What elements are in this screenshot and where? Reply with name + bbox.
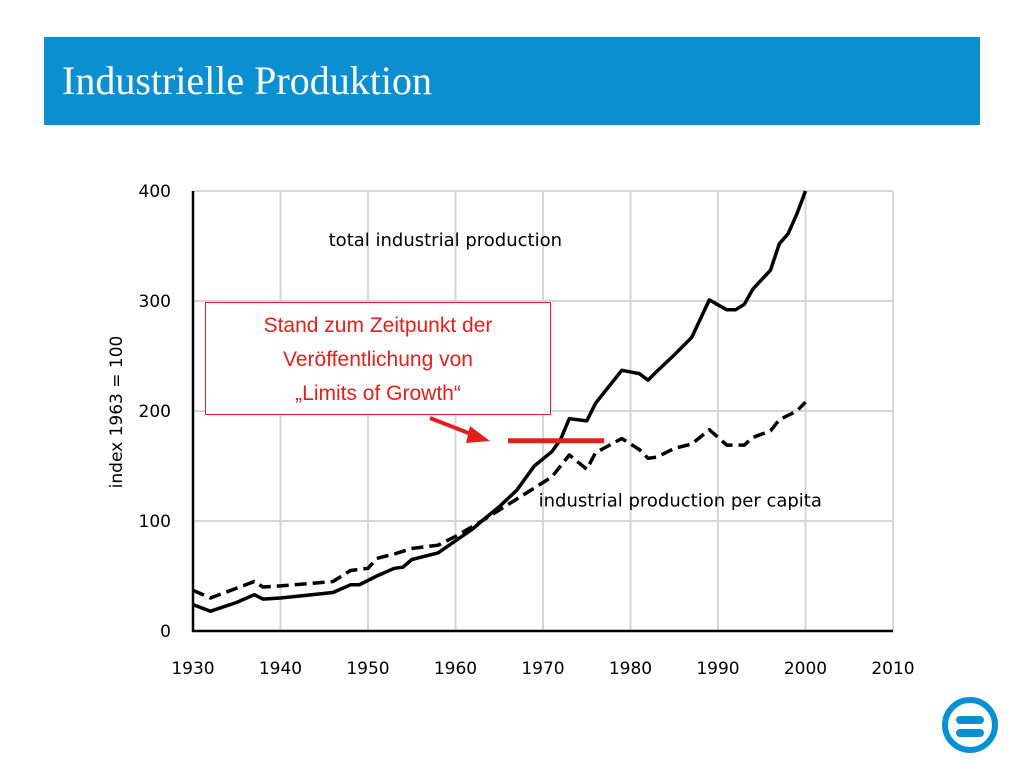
callout-arrow-head xyxy=(466,426,490,443)
x-tick-label-1970: 1970 xyxy=(521,659,564,679)
chart-ticks: 1930 1940 1950 1960 1970 1980 1990 2000 2010 0 100… xyxy=(139,182,915,679)
y-tick-label-100: 100 xyxy=(139,512,171,532)
logo-bar-top xyxy=(956,716,984,724)
series-line-1 xyxy=(192,190,808,613)
y-tick-label-0: 0 xyxy=(160,622,171,642)
y-tick-label-200: 200 xyxy=(139,402,171,422)
equals-circle-icon xyxy=(942,697,998,753)
header-bar: Industrielle Produktion xyxy=(44,37,980,125)
page-title: Industrielle Produktion xyxy=(62,58,432,103)
x-tick-label-2010: 2010 xyxy=(871,659,914,679)
series-label-1: total industrial production xyxy=(329,230,562,251)
y-axis-label: index 1963 = 100 xyxy=(107,336,127,489)
series-line-2 xyxy=(192,400,807,600)
callout-line-1: Stand zum Zeitpunkt der xyxy=(263,314,493,337)
x-tick-label-1940: 1940 xyxy=(259,659,302,679)
y-tick-label-300: 300 xyxy=(139,292,171,312)
series-label-2: industrial production per capita xyxy=(539,491,822,512)
chart-lines xyxy=(192,190,808,613)
x-tick-label-1950: 1950 xyxy=(346,659,389,679)
x-tick-label-1980: 1980 xyxy=(609,659,652,679)
callout-arrow-shaft xyxy=(429,416,477,438)
callout-line-2: Veröffentlichung von xyxy=(283,348,473,371)
x-tick-label-1930: 1930 xyxy=(171,659,214,679)
x-tick-label-2000: 2000 xyxy=(784,659,827,679)
callout-line-3: „Limits of Growth“ xyxy=(295,382,461,405)
x-tick-label-1990: 1990 xyxy=(696,659,739,679)
x-tick-label-1960: 1960 xyxy=(434,659,477,679)
chart-labels: index 1963 = 100 total industrial product… xyxy=(107,230,822,512)
callout-box: Stand zum Zeitpunkt der Veröffentlichung… xyxy=(205,302,551,415)
callout-marker xyxy=(429,416,605,444)
y-tick-label-400: 400 xyxy=(139,182,171,202)
logo-bar-bottom xyxy=(956,729,984,737)
